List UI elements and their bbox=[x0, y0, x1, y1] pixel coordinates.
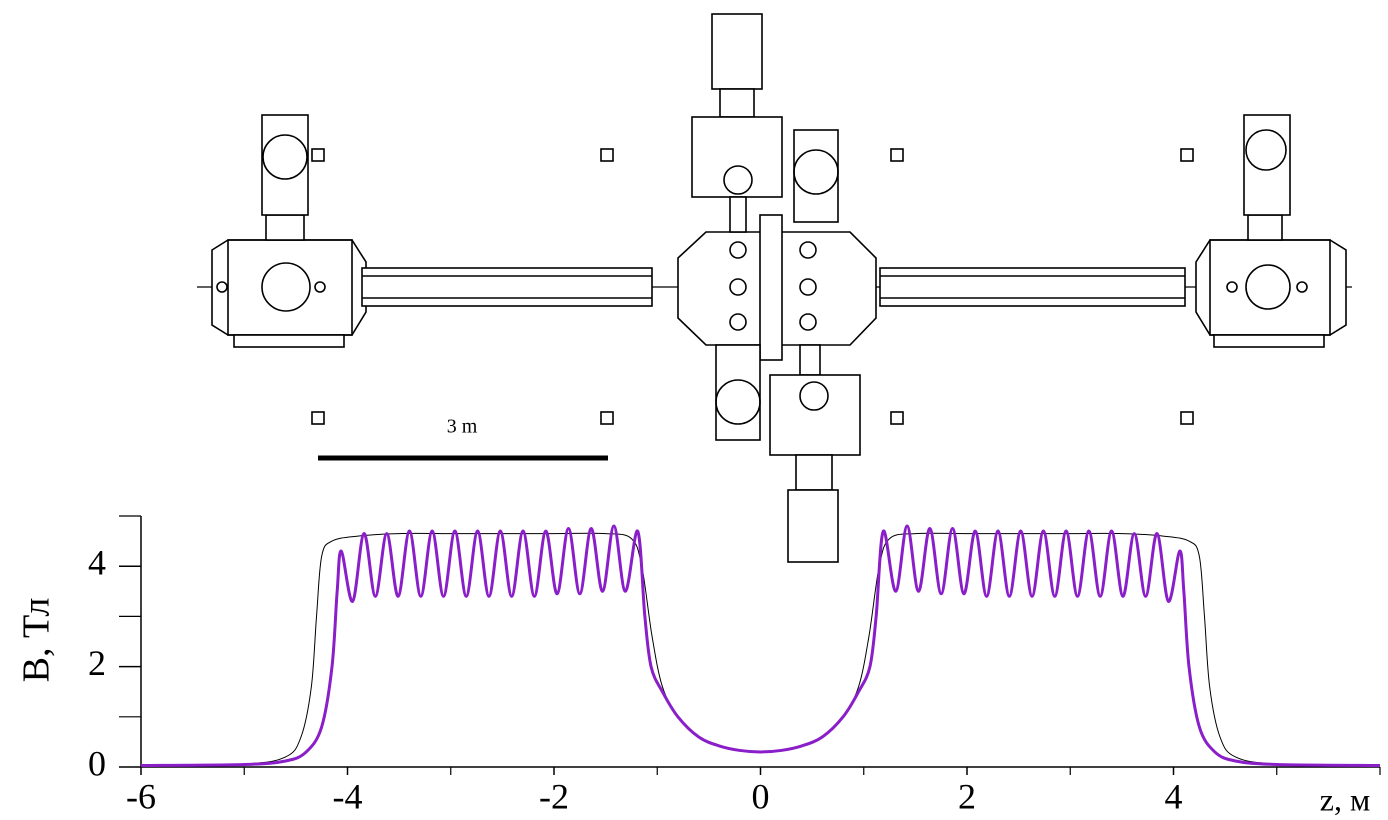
scale-label: 3 m bbox=[447, 416, 478, 438]
x-tick-label: 4 bbox=[1165, 776, 1183, 816]
x-tick-label: -4 bbox=[333, 776, 363, 816]
device-drawing bbox=[197, 13, 1352, 563]
y-tick-label: 0 bbox=[88, 743, 106, 783]
x-tick-label: -6 bbox=[126, 776, 156, 816]
x-tick-label: -2 bbox=[539, 776, 569, 816]
field-line bbox=[140, 532, 1381, 766]
y-tick-label: 2 bbox=[88, 643, 106, 683]
y-axis-label: B, Тл bbox=[16, 598, 58, 683]
x-axis-label: z, м bbox=[1320, 781, 1370, 817]
x-tick-label: 0 bbox=[752, 776, 770, 816]
y-tick-label: 4 bbox=[88, 542, 106, 582]
x-tick-label: 2 bbox=[958, 776, 976, 816]
field-line bbox=[140, 524, 1381, 767]
